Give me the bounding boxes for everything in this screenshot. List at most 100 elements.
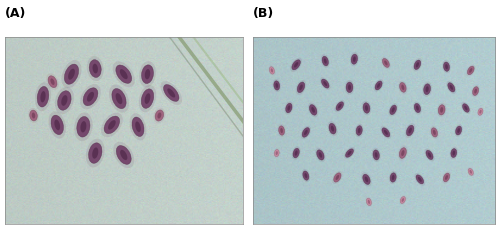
Ellipse shape <box>461 102 470 114</box>
Ellipse shape <box>139 85 156 112</box>
Ellipse shape <box>399 195 406 205</box>
Ellipse shape <box>80 121 86 132</box>
Ellipse shape <box>412 58 422 71</box>
Ellipse shape <box>77 117 90 137</box>
Ellipse shape <box>346 82 353 93</box>
Ellipse shape <box>438 105 445 115</box>
Ellipse shape <box>68 69 75 80</box>
Ellipse shape <box>312 107 315 113</box>
Ellipse shape <box>474 89 477 93</box>
Ellipse shape <box>90 60 101 77</box>
Ellipse shape <box>467 167 474 177</box>
Ellipse shape <box>372 148 380 162</box>
Ellipse shape <box>87 92 94 102</box>
Ellipse shape <box>120 150 128 160</box>
Ellipse shape <box>355 124 364 137</box>
Ellipse shape <box>155 110 164 121</box>
Ellipse shape <box>416 175 424 184</box>
Ellipse shape <box>154 108 166 123</box>
Ellipse shape <box>303 171 309 180</box>
Ellipse shape <box>418 177 422 182</box>
Ellipse shape <box>334 173 341 182</box>
Ellipse shape <box>142 65 154 84</box>
Ellipse shape <box>293 148 300 158</box>
Ellipse shape <box>116 65 132 83</box>
Ellipse shape <box>278 126 284 135</box>
Ellipse shape <box>274 148 280 158</box>
Ellipse shape <box>40 91 46 102</box>
Ellipse shape <box>92 147 98 159</box>
Ellipse shape <box>450 85 453 90</box>
Ellipse shape <box>363 174 370 185</box>
Ellipse shape <box>389 171 398 184</box>
Ellipse shape <box>324 58 326 64</box>
Ellipse shape <box>135 121 141 132</box>
Ellipse shape <box>390 105 396 115</box>
Ellipse shape <box>321 54 330 68</box>
Ellipse shape <box>468 168 473 175</box>
Ellipse shape <box>274 150 279 157</box>
Ellipse shape <box>55 87 74 114</box>
Ellipse shape <box>431 128 438 137</box>
Ellipse shape <box>363 103 370 113</box>
Ellipse shape <box>444 173 450 182</box>
Ellipse shape <box>316 150 324 160</box>
Ellipse shape <box>390 173 396 182</box>
Ellipse shape <box>108 120 116 130</box>
Ellipse shape <box>384 60 388 65</box>
Ellipse shape <box>132 117 144 136</box>
Ellipse shape <box>331 126 334 132</box>
Ellipse shape <box>373 150 380 160</box>
Ellipse shape <box>456 126 462 135</box>
Ellipse shape <box>270 68 273 73</box>
Ellipse shape <box>112 61 135 87</box>
Ellipse shape <box>353 56 356 62</box>
Ellipse shape <box>116 145 131 164</box>
Ellipse shape <box>101 113 122 137</box>
Ellipse shape <box>445 64 448 69</box>
Ellipse shape <box>334 100 345 112</box>
Ellipse shape <box>292 60 300 70</box>
Ellipse shape <box>351 54 358 64</box>
Ellipse shape <box>268 65 276 76</box>
Ellipse shape <box>288 105 290 111</box>
Ellipse shape <box>377 83 380 88</box>
Ellipse shape <box>272 79 281 92</box>
Ellipse shape <box>139 61 156 87</box>
Ellipse shape <box>445 175 448 180</box>
Ellipse shape <box>32 112 35 118</box>
Ellipse shape <box>400 196 406 204</box>
Ellipse shape <box>450 147 458 159</box>
Ellipse shape <box>414 60 421 70</box>
Ellipse shape <box>426 86 428 92</box>
Ellipse shape <box>368 200 370 204</box>
Ellipse shape <box>433 130 436 135</box>
Ellipse shape <box>336 102 344 110</box>
Ellipse shape <box>112 89 126 109</box>
Ellipse shape <box>444 62 450 71</box>
Ellipse shape <box>145 69 150 79</box>
Ellipse shape <box>384 130 388 135</box>
Text: (A): (A) <box>5 7 26 20</box>
Ellipse shape <box>318 152 322 158</box>
Ellipse shape <box>457 128 460 133</box>
Ellipse shape <box>315 148 326 162</box>
Ellipse shape <box>402 85 404 90</box>
Ellipse shape <box>478 108 483 115</box>
Ellipse shape <box>344 147 355 159</box>
Ellipse shape <box>302 169 310 182</box>
Ellipse shape <box>324 81 327 86</box>
Ellipse shape <box>375 81 382 90</box>
Ellipse shape <box>426 150 433 160</box>
Ellipse shape <box>472 85 480 97</box>
Ellipse shape <box>64 64 78 84</box>
Ellipse shape <box>280 128 283 133</box>
Ellipse shape <box>332 171 342 184</box>
Ellipse shape <box>168 88 175 98</box>
Ellipse shape <box>80 84 101 109</box>
Ellipse shape <box>422 82 432 97</box>
Ellipse shape <box>365 105 368 111</box>
Ellipse shape <box>104 116 120 134</box>
Ellipse shape <box>286 103 292 113</box>
Ellipse shape <box>109 85 129 113</box>
